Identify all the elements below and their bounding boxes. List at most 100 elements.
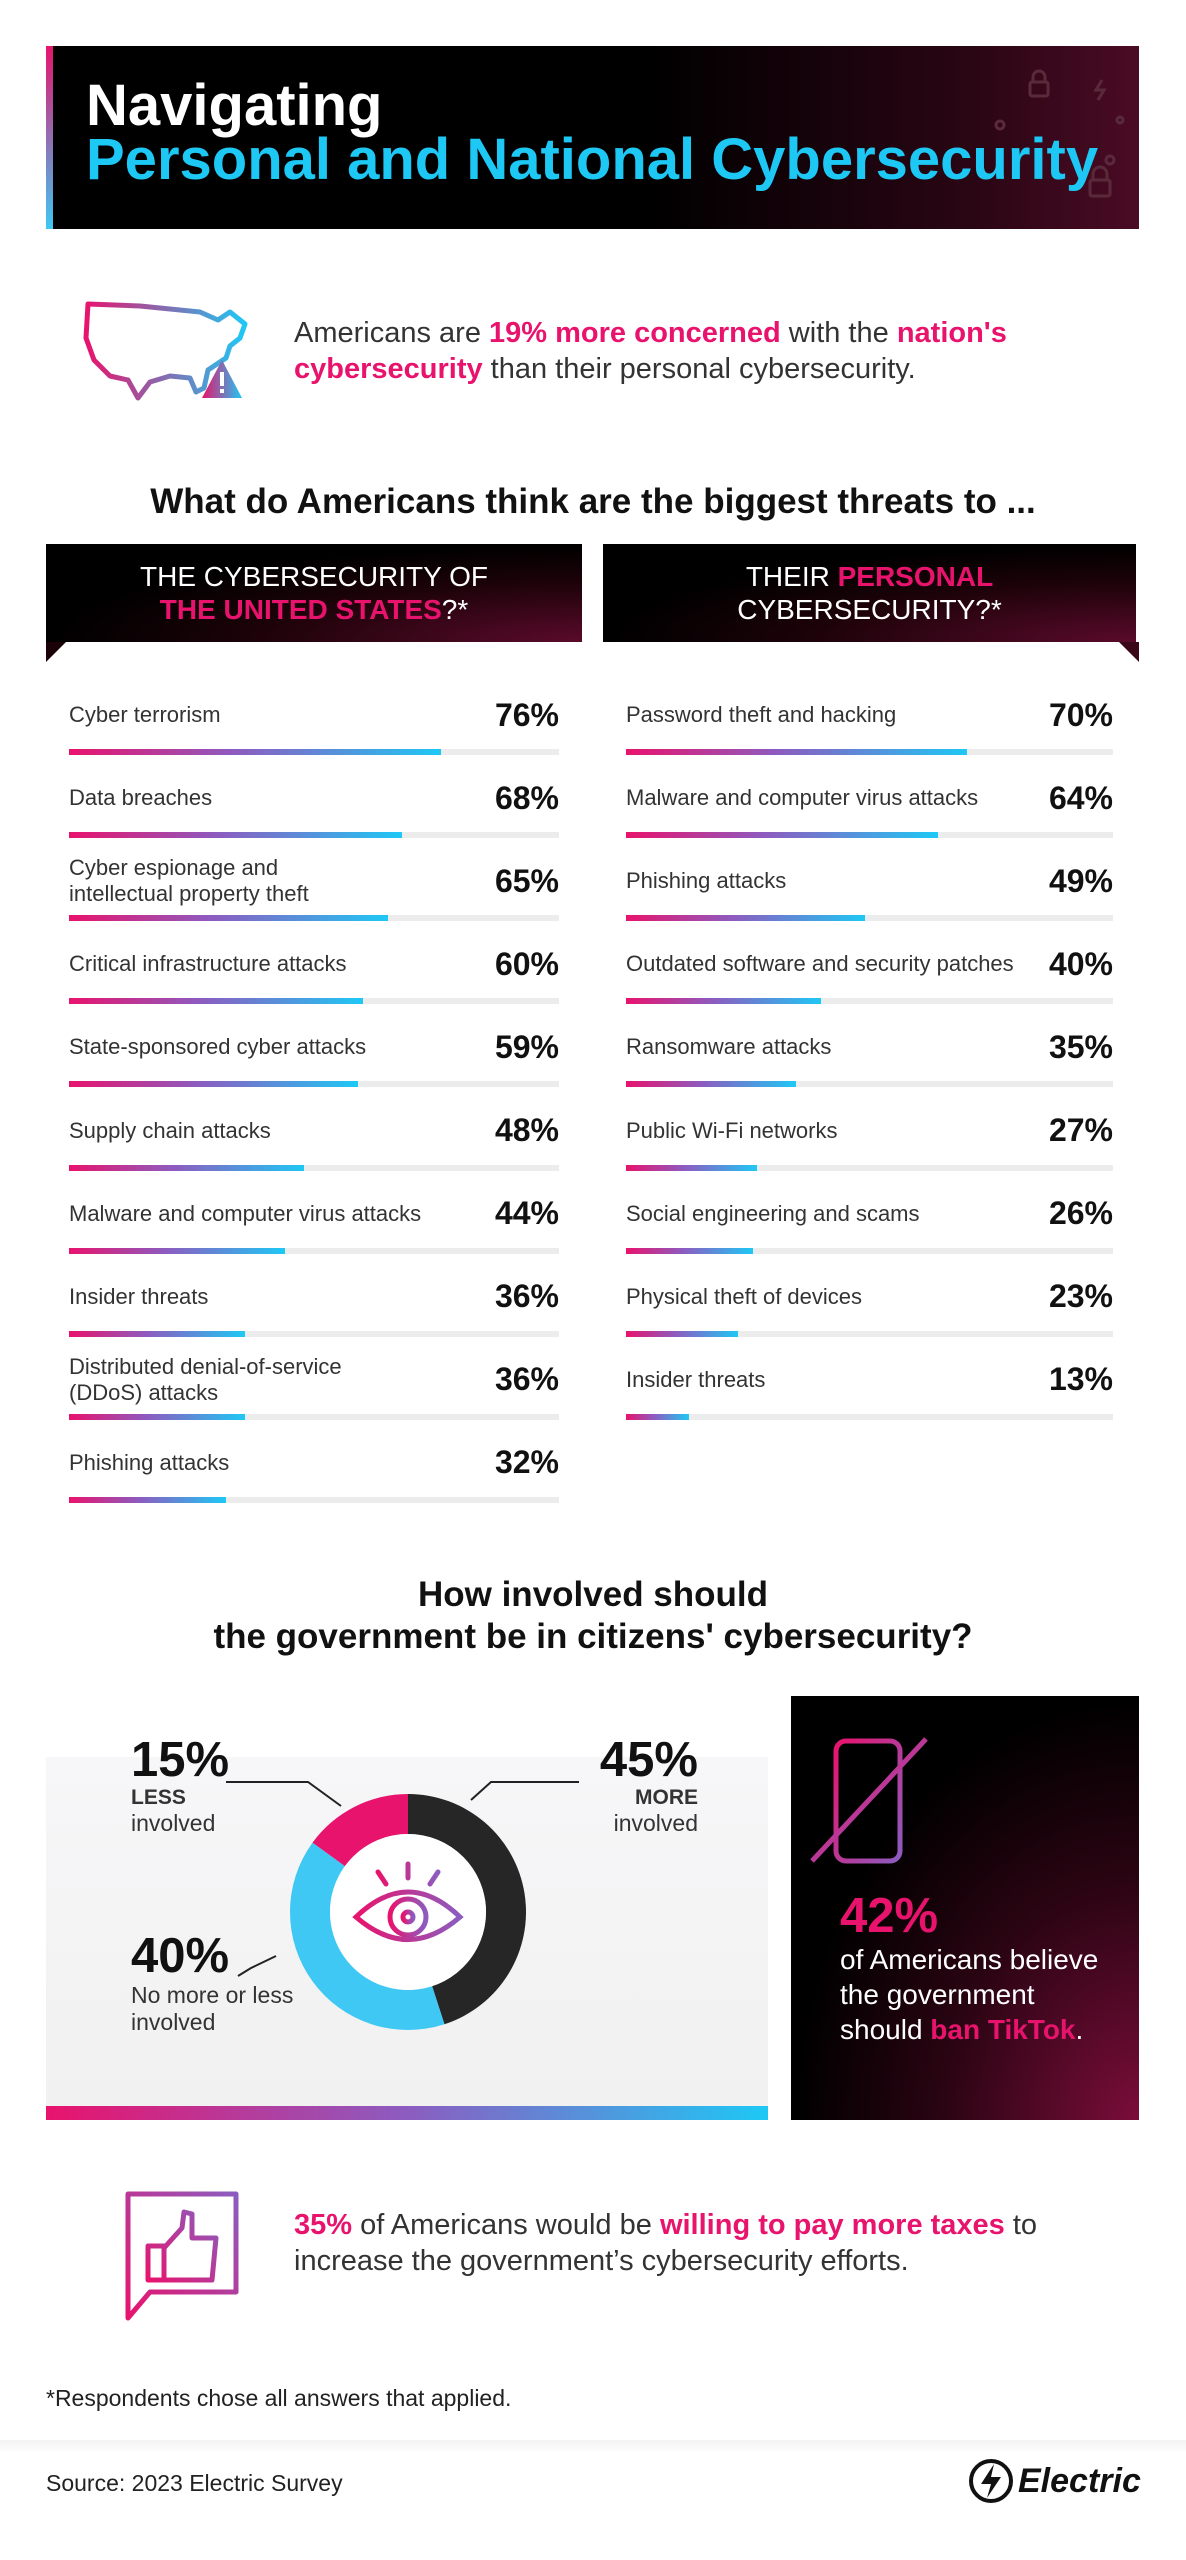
bar [626, 832, 938, 839]
bar [69, 1496, 226, 1503]
bar-track [69, 1247, 559, 1254]
eye-icon [352, 1861, 464, 1942]
text-run: CYBERSECURITY?* [737, 594, 1002, 625]
value-label: 36% [494, 1361, 559, 1398]
highlight: 35% [294, 2209, 353, 2241]
leader-line [237, 1955, 277, 1977]
bar-track [626, 1413, 1113, 1420]
header-icons [994, 69, 1125, 198]
text-run: of Americans would be [352, 2209, 660, 2241]
bar [626, 1413, 690, 1420]
bar-track [69, 749, 559, 755]
panel-title-line: CYBERSECURITY?* [603, 593, 1136, 626]
value-label: 76% [494, 696, 559, 733]
bar-row: Ransomware attacks 35% [626, 1022, 1113, 1072]
bar-track [626, 832, 1113, 839]
bar-row: Cyber terrorism 76% [69, 690, 559, 740]
bar-track [69, 915, 559, 922]
slice-emphasis: LESS [131, 1786, 186, 1809]
bar-label: Data breaches [69, 785, 213, 811]
slice-text: involved [131, 1810, 216, 1836]
bar-label: Outdated software and security patches [626, 951, 1014, 977]
bar [69, 998, 363, 1005]
bar-track [626, 1247, 1113, 1254]
bar-track [69, 1081, 559, 1088]
panel-fold [46, 642, 66, 662]
bar-track [69, 1330, 559, 1337]
bar-label: Insider threats [626, 1366, 766, 1392]
text-run: THEIR [745, 561, 838, 592]
bar-label: Physical theft of devices [626, 1283, 863, 1309]
bar-row: Insider threats 36% [69, 1272, 559, 1322]
bar-track [69, 1496, 559, 1503]
bar-row: Cyber espionage and intellectual propert… [69, 855, 559, 907]
bar [626, 1247, 753, 1254]
bar-label: Cyber espionage and intellectual propert… [69, 855, 309, 907]
bar-label: Distributed denial-of-service (DDoS) att… [69, 1353, 342, 1405]
bar-row: Insider threats 13% [626, 1355, 1113, 1405]
value-label: 36% [494, 1278, 559, 1315]
bar-label: Cyber terrorism [69, 702, 221, 727]
value-label: 13% [1048, 1361, 1113, 1398]
slice-emphasis: MORE [635, 1786, 698, 1809]
highlight: PERSONAL [837, 561, 994, 592]
slice-label: 40% No more or less involved [131, 1930, 341, 2036]
government-heading: How involved should the government be in … [0, 1574, 1186, 1658]
bar-row: Supply chain attacks 48% [69, 1106, 559, 1156]
value-label: 27% [1048, 1112, 1113, 1148]
bar-track [626, 1164, 1113, 1171]
bar-track [626, 915, 1113, 922]
panel-header: THEIR PERSONAL CYBERSECURITY?* [603, 544, 1136, 642]
value-label: 35% [1048, 1028, 1113, 1065]
value-label: 44% [494, 1195, 559, 1232]
bar-row: Distributed denial-of-service (DDoS) att… [69, 1353, 559, 1405]
text-run: with the [780, 317, 897, 349]
bar-label: Malware and computer virus attacks [69, 1200, 422, 1226]
text-run: of Americans believe the government shou… [840, 1944, 1099, 2045]
panel-title-line: THEIR PERSONAL [603, 560, 1136, 593]
value-label: 49% [1048, 862, 1113, 899]
highlight: willing to pay more taxes [659, 2209, 1005, 2241]
slice-text: No more or less involved [131, 1982, 294, 2035]
value-label: 70% [1048, 696, 1113, 733]
bar-label: Password theft and hacking [626, 702, 897, 727]
bar-label: Supply chain attacks [69, 1117, 271, 1143]
bar-row: Outdated software and security patches 40… [626, 939, 1113, 989]
bar [626, 915, 865, 922]
text-run: Americans are [294, 317, 490, 349]
slice-label: 45% MORE involved [600, 1734, 698, 1837]
bar-row: Malware and computer virus attacks 44% [69, 1189, 559, 1239]
value-label: 60% [494, 945, 559, 982]
value-label: 68% [494, 779, 559, 816]
bar-label: Phishing attacks [626, 868, 787, 894]
text-run: THE CYBERSECURITY OF [140, 561, 488, 592]
panel-fold [1119, 642, 1139, 662]
bar-label: Insider threats [69, 1283, 209, 1309]
bar-track [69, 998, 559, 1005]
highlight: THE UNITED STATES [159, 594, 442, 625]
bar [626, 1164, 758, 1171]
bar [626, 1330, 738, 1337]
leader-line [470, 1781, 579, 1801]
taxes-text: 35% of Americans would be willing to pay… [294, 2207, 1054, 2279]
donut-slice [312, 1794, 408, 1867]
bar-row: Critical infrastructure attacks 60% [69, 939, 559, 989]
highlight: ban TikTok [930, 2014, 1076, 2045]
bar-track [626, 1081, 1113, 1088]
bar-label: Phishing attacks [69, 1449, 230, 1475]
bar-track [69, 1164, 559, 1171]
tiktok-text: of Americans believe the government shou… [840, 1942, 1110, 2047]
value-label: 48% [494, 1112, 559, 1148]
bar-label: Critical infrastructure attacks [69, 951, 347, 977]
bar [69, 1413, 246, 1420]
logo-icon [969, 2459, 1013, 2503]
value-label: 32% [494, 1444, 559, 1481]
value-label: 59% [494, 1028, 559, 1065]
heading-line: the government be in citizens' cybersecu… [213, 1617, 973, 1656]
bar-row: Physical theft of devices 23% [626, 1272, 1113, 1322]
panel-title-line: THE UNITED STATES?* [46, 593, 582, 626]
slice-value-label: 15% [131, 1733, 230, 1787]
highlight: nation's cybersecurity [294, 317, 1007, 385]
slice-label: 15% LESS involved [131, 1734, 229, 1837]
